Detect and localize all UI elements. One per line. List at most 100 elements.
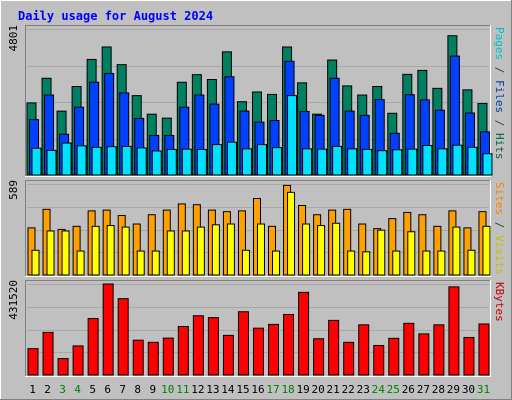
x-tick-label-1: 1: [29, 383, 36, 396]
x-tick-label-9: 9: [149, 383, 156, 396]
bar-hits-pages-23: [362, 148, 373, 176]
bar-visits-sites-19: [302, 223, 311, 276]
legend-visits: Sites / Visits: [493, 182, 506, 275]
bar-hits-pages-10: [166, 148, 177, 176]
bar-visits-sites-15: [241, 249, 250, 276]
bar-visits-sites-22: [347, 250, 356, 276]
bar-visits-sites-17: [272, 250, 281, 276]
x-tick-label-13: 13: [206, 383, 219, 396]
legend-item-hits-4: Hits: [493, 133, 506, 160]
bar-visits-sites-9: [151, 250, 160, 276]
panel-visits: 589 Sites / Visits: [7, 180, 506, 277]
bar-visits-sites-3: [61, 230, 70, 276]
panel-kbytes: 431520 KBytes: [7, 280, 506, 377]
x-tick-label-7: 7: [119, 383, 126, 396]
x-tick-label-31: 31: [477, 383, 490, 396]
bar-visits-sites-13: [211, 224, 220, 276]
bar-kbytes-kbytes-27: [418, 333, 430, 376]
bar-kbytes-kbytes-18: [283, 313, 295, 376]
bar-hits-pages-22: [347, 148, 358, 176]
bar-hits-pages-15: [241, 148, 252, 176]
bar-kbytes-kbytes-24: [373, 344, 385, 376]
bar-hits-pages-29: [452, 144, 463, 176]
x-tick-label-21: 21: [327, 383, 340, 396]
bar-kbytes-kbytes-9: [147, 341, 159, 376]
bar-kbytes-kbytes-21: [328, 319, 340, 376]
bar-kbytes-kbytes-29: [448, 286, 460, 376]
bar-kbytes-kbytes-15: [237, 311, 249, 376]
x-tick-label-3: 3: [59, 383, 66, 396]
x-tick-label-6: 6: [104, 383, 111, 396]
bar-kbytes-kbytes-10: [162, 337, 174, 376]
bar-visits-sites-7: [121, 226, 130, 276]
bar-hits-pages-27: [422, 145, 433, 176]
bar-hits-pages-4: [76, 145, 87, 176]
bar-kbytes-kbytes-11: [177, 325, 189, 376]
bar-visits-sites-10: [166, 230, 175, 276]
bar-hits-pages-19: [302, 148, 313, 176]
bar-hits-pages-18: [287, 95, 298, 176]
bar-kbytes-kbytes-1: [27, 348, 39, 376]
bar-kbytes-kbytes-2: [42, 331, 54, 376]
bar-kbytes-kbytes-30: [463, 336, 475, 376]
x-tick-label-22: 22: [342, 383, 355, 396]
x-tick-label-18: 18: [281, 383, 294, 396]
bar-visits-sites-29: [452, 226, 461, 276]
x-tick-label-30: 30: [462, 383, 475, 396]
max-label-hits: 4801: [7, 25, 20, 52]
bar-visits-sites-23: [362, 251, 371, 276]
legend-hits: Pages / Files / Hits: [493, 27, 506, 160]
bar-kbytes-kbytes-5: [87, 317, 99, 376]
bar-kbytes-kbytes-25: [388, 337, 400, 376]
x-tick-label-16: 16: [251, 383, 264, 396]
bar-visits-sites-2: [46, 230, 55, 276]
bar-hits-pages-8: [136, 147, 147, 176]
bar-kbytes-kbytes-22: [343, 341, 355, 376]
x-tick-label-14: 14: [221, 383, 235, 396]
bar-hits-pages-24: [377, 150, 388, 176]
x-tick-label-23: 23: [357, 383, 370, 396]
x-tick-label-4: 4: [74, 383, 81, 396]
legend-item-visits-2: Visits: [493, 235, 506, 275]
bar-hits-pages-21: [332, 145, 343, 176]
bar-kbytes-kbytes-4: [72, 345, 84, 376]
bar-hits-pages-11: [181, 148, 192, 176]
legend-item-kbytes-0: KBytes: [493, 282, 506, 322]
x-tick-label-28: 28: [432, 383, 445, 396]
bar-kbytes-kbytes-8: [132, 339, 144, 376]
legend-item-hits-1: /: [493, 60, 506, 80]
bar-kbytes-kbytes-16: [252, 327, 264, 376]
legend-kbytes: KBytes: [493, 282, 506, 322]
x-tick-label-20: 20: [312, 383, 325, 396]
x-tick-label-17: 17: [266, 383, 279, 396]
bar-kbytes-kbytes-12: [192, 315, 204, 376]
bar-hits-pages-16: [256, 144, 267, 176]
bar-visits-sites-20: [317, 225, 326, 276]
bar-visits-sites-24: [377, 229, 386, 276]
bar-visits-sites-5: [91, 225, 100, 276]
bar-hits-pages-5: [91, 146, 102, 176]
bar-hits-pages-26: [407, 148, 418, 176]
x-tick-label-15: 15: [236, 383, 249, 396]
bar-visits-sites-18: [287, 191, 296, 276]
bar-visits-sites-4: [76, 250, 85, 276]
bar-visits-sites-26: [407, 231, 416, 276]
bar-visits-sites-27: [422, 250, 431, 276]
bar-kbytes-kbytes-20: [313, 338, 325, 376]
x-tick-label-29: 29: [447, 383, 460, 396]
x-tick-label-10: 10: [161, 383, 174, 396]
legend-item-hits-2: Files: [493, 80, 506, 113]
max-label-kbytes: 431520: [7, 280, 20, 320]
bar-hits-pages-25: [392, 149, 403, 176]
x-tick-label-25: 25: [387, 383, 400, 396]
legend-item-hits-0: Pages: [493, 27, 506, 60]
bar-kbytes-kbytes-3: [57, 358, 69, 376]
panel-hits: 4801 Pages / Files / Hits: [7, 25, 506, 177]
bar-hits-pages-14: [226, 141, 237, 176]
bar-visits-sites-31: [482, 225, 491, 276]
legend-item-visits-1: /: [493, 215, 506, 235]
bar-visits-sites-14: [226, 223, 235, 276]
bar-hits-pages-6: [106, 146, 117, 176]
bar-kbytes-kbytes-14: [222, 334, 234, 376]
